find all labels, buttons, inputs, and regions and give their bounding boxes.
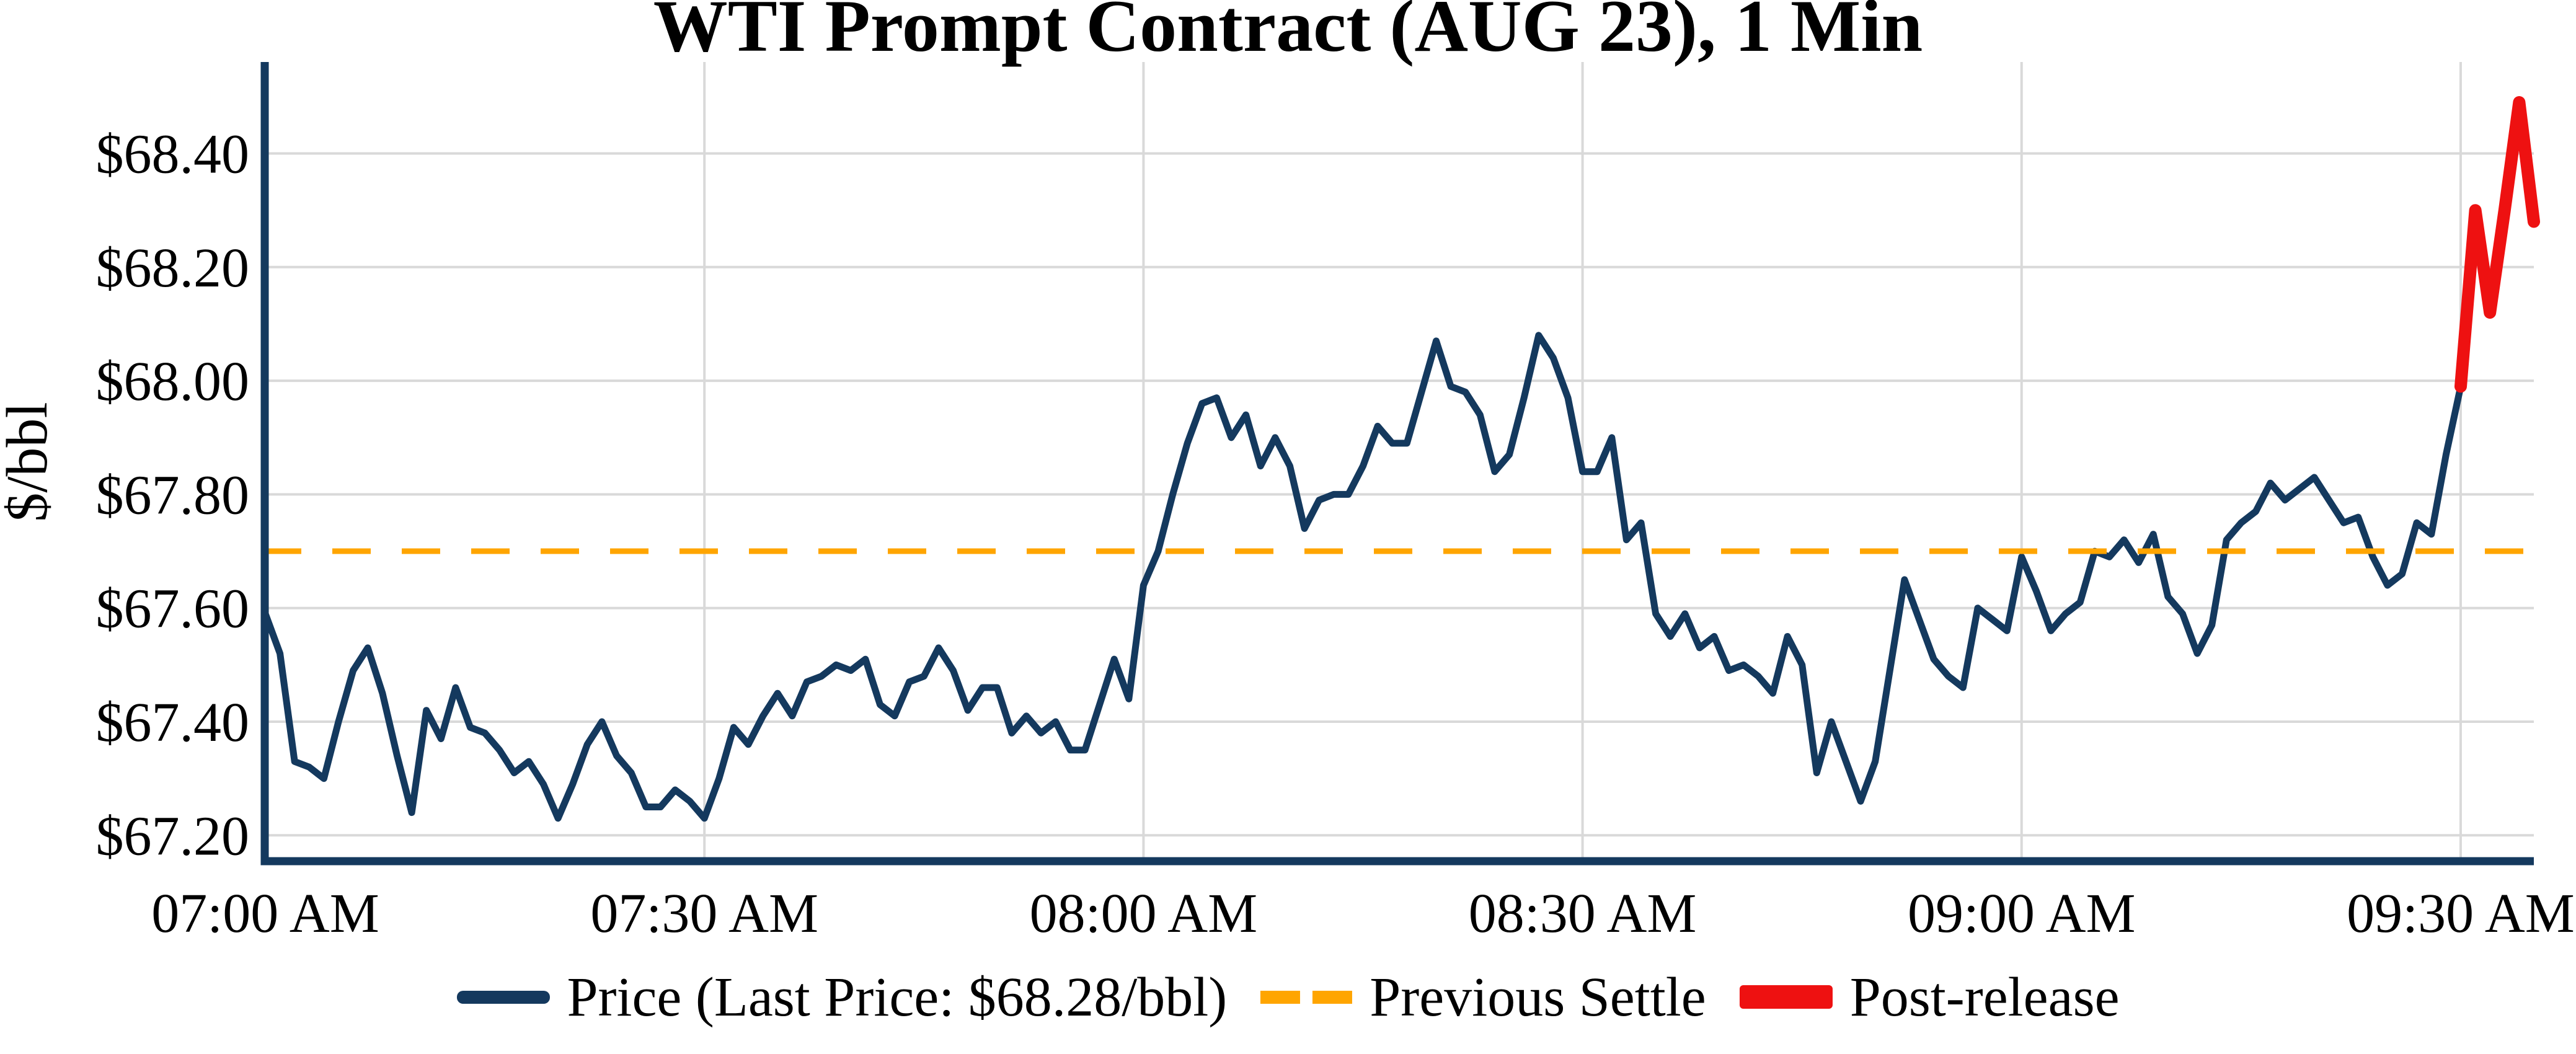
y-tick-label: $68.40 <box>96 124 250 185</box>
x-tick-label: 07:00 AM <box>151 883 379 944</box>
post-release-line <box>2454 96 2540 393</box>
y-tick-label: $68.20 <box>96 237 250 299</box>
price-line-swatch-icon <box>456 990 550 1004</box>
legend-item-previous-settle: Previous Settle <box>1260 965 1706 1029</box>
chart-title: WTI Prompt Contract (AUG 23), 1 Min <box>653 0 1923 67</box>
legend-item-post-release: Post-release <box>1739 965 2120 1029</box>
legend-label-price: Price (Last Price: $68.28/bbl) <box>567 966 1228 1028</box>
x-tick-label: 09:00 AM <box>1908 883 2136 944</box>
y-tick-label: $67.80 <box>96 464 250 526</box>
x-axis-spine <box>260 857 2534 866</box>
legend-item-price: Price (Last Price: $68.28/bbl) <box>456 965 1227 1029</box>
x-tick-label: 08:30 AM <box>1469 883 1697 944</box>
y-tick-label: $68.00 <box>96 351 250 412</box>
y-axis-spine <box>260 62 269 866</box>
legend-label-previous-settle: Previous Settle <box>1370 966 1706 1028</box>
legend-label-post-release: Post-release <box>1849 966 2120 1028</box>
x-tick-label: 07:30 AM <box>590 883 818 944</box>
previous-settle-dashed-swatch-icon <box>1260 990 1353 1004</box>
y-tick-label: $67.60 <box>96 578 250 640</box>
x-tick-label: 09:30 AM <box>2347 883 2575 944</box>
price-line <box>262 332 2464 822</box>
x-tick-label: 08:00 AM <box>1030 883 1258 944</box>
y-tick-label: $67.40 <box>96 692 250 753</box>
legend: Price (Last Price: $68.28/bbl) Previous … <box>456 960 2120 1034</box>
y-tick-label: $67.20 <box>96 805 250 867</box>
post-release-line-swatch-icon <box>1739 985 1833 1009</box>
